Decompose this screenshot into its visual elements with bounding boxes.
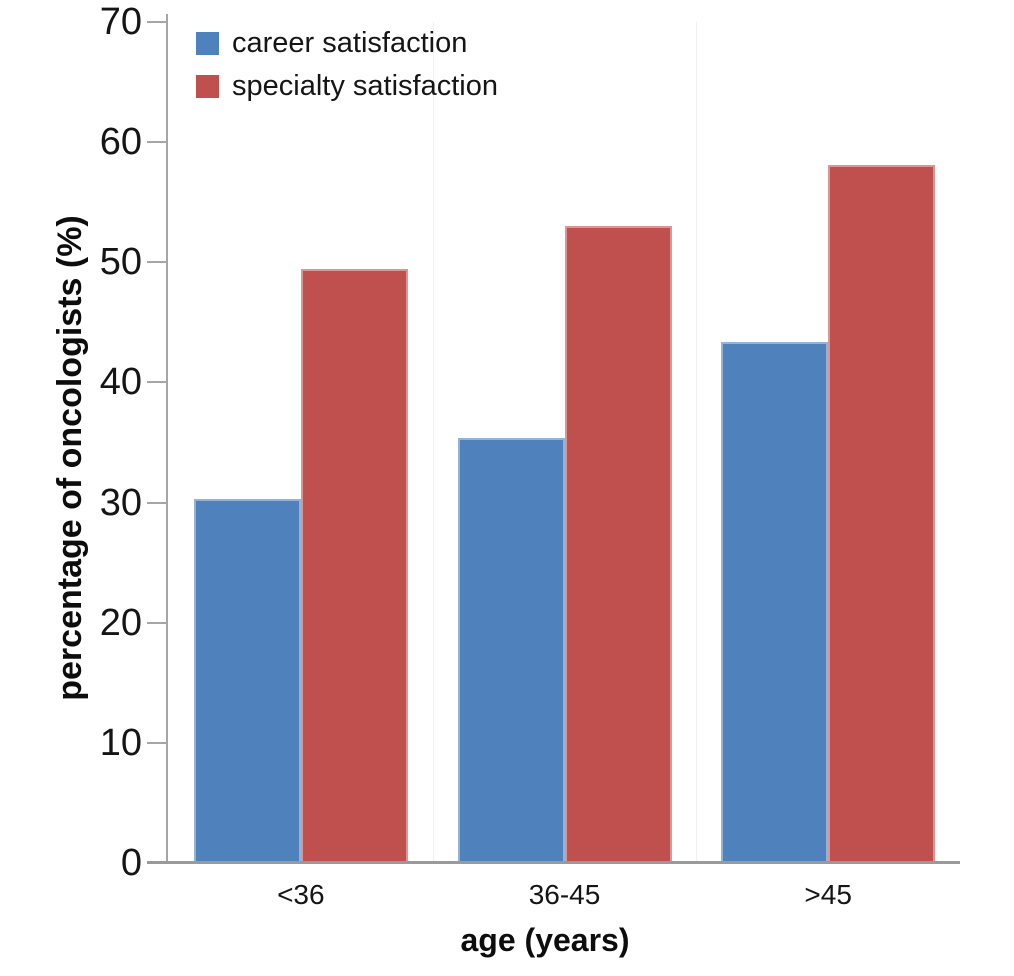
legend-label: career satisfaction bbox=[232, 27, 468, 59]
y-tick-label: 10 bbox=[99, 721, 142, 764]
bar-career-satisfaction-36 bbox=[193, 498, 301, 863]
category-gridline bbox=[433, 22, 434, 861]
y-tick-mark bbox=[147, 141, 168, 144]
x-axis-title: age (years) bbox=[460, 922, 630, 958]
y-tick-label: 70 bbox=[99, 1, 142, 43]
bar-specialty-satisfaction-36-45 bbox=[564, 226, 672, 863]
legend-label: specialty satisfaction bbox=[232, 70, 498, 102]
y-tick-mark bbox=[147, 381, 168, 384]
legend: career satisfaction specialty satisfactio… bbox=[196, 26, 498, 103]
x-axis-line bbox=[147, 861, 960, 864]
bar-career-satisfaction-36-45 bbox=[457, 437, 565, 863]
y-tick-mark bbox=[147, 741, 168, 744]
y-tick-label: 0 bbox=[120, 842, 142, 884]
bar-specialty-satisfaction-36 bbox=[300, 269, 408, 863]
y-tick-label: 30 bbox=[99, 481, 142, 524]
x-category-label-36: <36 bbox=[277, 879, 325, 910]
y-axis-line bbox=[166, 14, 168, 864]
legend-item: career satisfaction bbox=[196, 26, 498, 60]
x-category-label-36-45: 36-45 bbox=[528, 879, 601, 910]
bar-career-satisfaction-45 bbox=[721, 341, 829, 863]
y-tick-mark bbox=[147, 621, 168, 624]
legend-item: specialty satisfaction bbox=[196, 69, 498, 103]
y-tick-label: 50 bbox=[99, 241, 142, 284]
y-tick-label: 60 bbox=[99, 121, 142, 164]
y-tick-label: 20 bbox=[99, 601, 142, 644]
legend-swatch-specialty-satisfaction bbox=[196, 74, 219, 98]
legend-swatch-career-satisfaction bbox=[196, 31, 219, 55]
y-tick-mark bbox=[147, 261, 168, 264]
bar-specialty-satisfaction-45 bbox=[828, 164, 936, 863]
x-category-label-45: >45 bbox=[804, 879, 852, 910]
category-gridline bbox=[696, 22, 697, 861]
y-tick-mark bbox=[147, 21, 168, 23]
y-tick-mark bbox=[147, 501, 168, 504]
y-tick-label: 40 bbox=[99, 361, 142, 404]
